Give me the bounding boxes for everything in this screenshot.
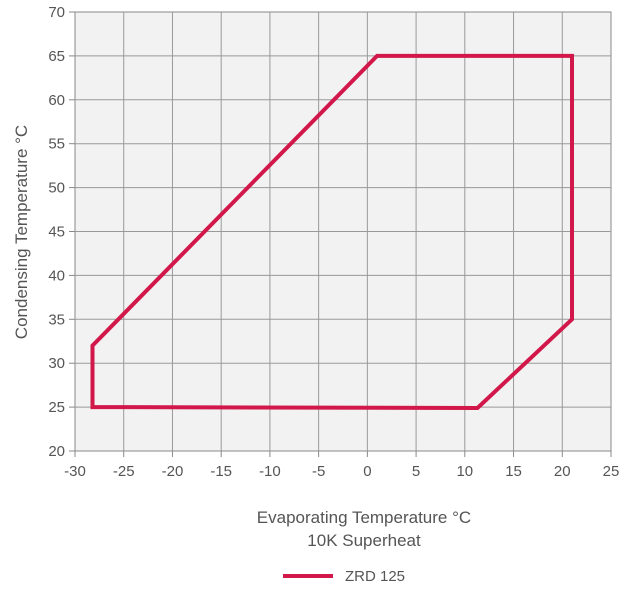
series-layer: [90, 53, 574, 411]
x-tick-label: 5: [412, 463, 420, 480]
y-tick-label: 70: [48, 4, 65, 21]
x-tick-label: 15: [505, 463, 522, 480]
y-tick-label: 45: [48, 224, 65, 241]
y-tick-label: 35: [48, 311, 65, 328]
legend-label-zrd-125: ZRD 125: [345, 568, 405, 585]
x-tick-label: -20: [162, 463, 184, 480]
x-axis-ticks: -30 -25 -20 -15 -10 -5 0 5 10 15 20 25: [64, 451, 619, 480]
y-tick-label: 55: [48, 136, 65, 153]
y-tick-label: 40: [48, 267, 65, 284]
y-tick-label: 20: [48, 443, 65, 460]
x-tick-label: 25: [603, 463, 620, 480]
y-tick-label: 65: [48, 48, 65, 65]
x-tick-label: -5: [312, 463, 325, 480]
grid-lines-vertical: [123, 12, 563, 451]
x-tick-label: -25: [113, 463, 135, 480]
y-tick-label: 50: [48, 180, 65, 197]
x-tick-label: -10: [259, 463, 281, 480]
series-line-zrd-125: [90, 53, 574, 411]
x-tick-label: 0: [363, 463, 371, 480]
y-tick-label: 25: [48, 399, 65, 416]
y-axis-ticks: 20 25 30 35 40 45 50 55 60 65 70: [48, 4, 75, 460]
y-tick-label: 30: [48, 355, 65, 372]
y-tick-label: 60: [48, 92, 65, 109]
x-tick-label: 10: [456, 463, 473, 480]
legend: ZRD 125: [283, 568, 405, 585]
x-tick-label: -30: [64, 463, 86, 480]
x-tick-label: 20: [554, 463, 571, 480]
y-axis-title: Condensing Temperature °C: [12, 125, 31, 339]
x-axis-title: Evaporating Temperature °C: [257, 508, 471, 527]
x-axis-subtitle: 10K Superheat: [307, 531, 421, 550]
x-tick-label: -15: [210, 463, 232, 480]
